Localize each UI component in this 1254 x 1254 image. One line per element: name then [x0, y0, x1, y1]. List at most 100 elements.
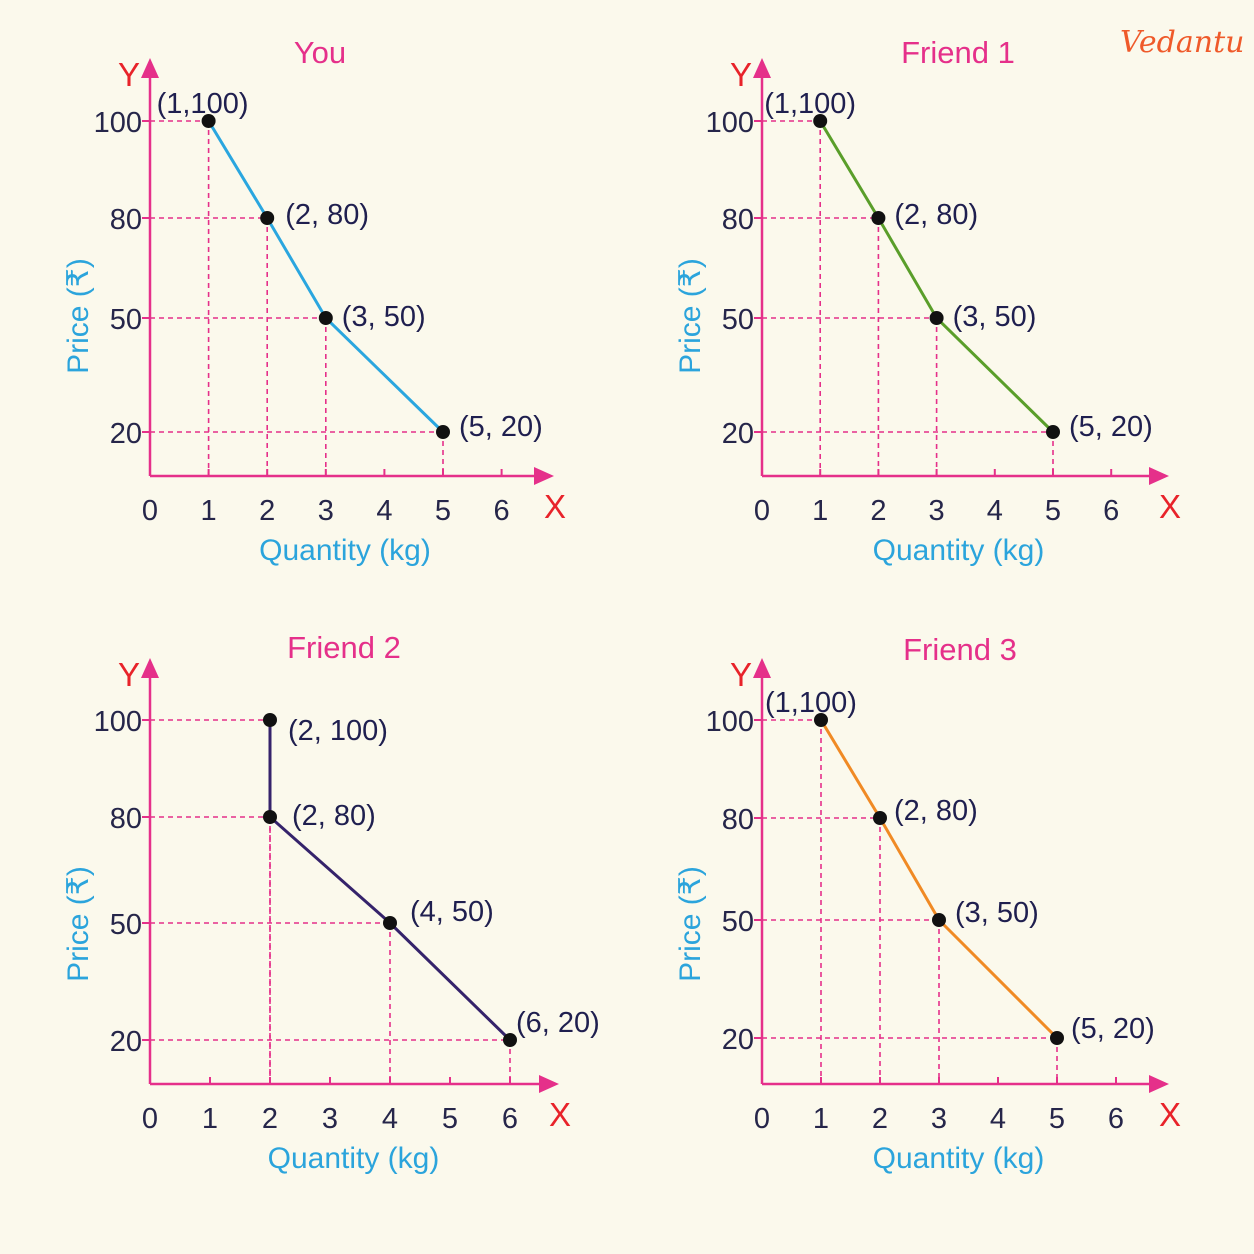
chart-panel: Friend 1 Y X 0 1 2 3 4 5 6 20 50 80 100 Quantity (kg) P…: [674, 35, 1181, 567]
y-axis-letter: Y: [118, 56, 140, 93]
x-tick-label: 2: [870, 495, 886, 527]
x-axis-letter: X: [1159, 488, 1181, 525]
data-label: (2, 100): [288, 715, 388, 747]
x-tick-label: 0: [754, 1103, 770, 1135]
data-label: (2, 80): [292, 800, 376, 832]
x-axis-letter: X: [549, 1096, 571, 1133]
y-tick-label: 20: [722, 418, 754, 450]
x-tick-label: 3: [318, 495, 334, 527]
x-tick-label: 6: [1103, 495, 1119, 527]
x-tick-label: 2: [872, 1103, 888, 1135]
x-axis-arrow: [534, 467, 554, 485]
x-tick-label: 2: [262, 1103, 278, 1135]
x-axis-letter: X: [1159, 1096, 1181, 1133]
y-axis-arrow: [753, 658, 771, 678]
data-point: [929, 311, 944, 325]
data-label: (5, 20): [1071, 1013, 1155, 1045]
data-point: [263, 713, 277, 727]
y-tick-label: 80: [722, 204, 754, 236]
y-axis-arrow: [141, 58, 159, 78]
data-point: [1046, 425, 1060, 439]
data-point: [383, 916, 397, 930]
x-tick-label: 4: [376, 495, 392, 527]
y-axis-label: Price (₹): [674, 866, 707, 982]
y-axis-arrow: [141, 658, 159, 678]
data-point: [436, 425, 450, 439]
vedantu-logo: Vedantu: [1120, 25, 1244, 60]
y-tick-label: 100: [706, 706, 754, 738]
data-point: [814, 713, 828, 727]
y-tick-label: 50: [110, 304, 142, 336]
chart-title: Friend 3: [903, 632, 1017, 667]
data-label: (2, 80): [894, 795, 978, 827]
x-tick-label: 4: [382, 1103, 398, 1135]
x-tick-label: 5: [435, 495, 451, 527]
data-point: [871, 211, 886, 225]
x-tick-label: 6: [502, 1103, 518, 1135]
y-tick-label: 80: [722, 804, 754, 836]
y-axis-letter: Y: [118, 656, 140, 693]
data-label: (3, 50): [955, 897, 1039, 929]
chart-panel: Friend 3 Y X 0 1 2 3 4 5 6 20 50 80 100 Quantity (kg) P…: [674, 632, 1181, 1175]
data-point: [813, 114, 828, 128]
x-axis-label: Quantity (kg): [259, 534, 431, 567]
x-axis-label: Quantity (kg): [268, 1142, 440, 1175]
y-tick-label: 50: [722, 304, 754, 336]
chart-panel: Friend 2 Y X 0 1 2 3 4 5 6 20 50 80 100 Quantity (kg) P…: [62, 630, 600, 1175]
x-tick-label: 5: [1049, 1103, 1065, 1135]
data-point: [1050, 1031, 1064, 1045]
y-tick-label: 80: [110, 204, 142, 236]
x-tick-label: 3: [322, 1103, 338, 1135]
data-label: (5, 20): [1069, 411, 1153, 443]
y-tick-label: 20: [110, 1026, 142, 1058]
data-label: (6, 20): [516, 1007, 600, 1039]
series-line: [819, 719, 1059, 1040]
data-point: [932, 913, 946, 927]
data-label: (1,100): [157, 88, 249, 120]
y-tick-label: 100: [94, 107, 142, 139]
data-label: (2, 80): [894, 199, 978, 231]
y-tick-label: 80: [110, 803, 142, 835]
chart-title: Friend 2: [287, 630, 401, 665]
x-axis-label: Quantity (kg): [873, 534, 1045, 567]
data-label: (1,100): [765, 687, 857, 719]
data-point: [318, 311, 333, 325]
data-label: (4, 50): [410, 896, 494, 928]
data-point: [873, 811, 887, 825]
y-axis-label: Price (₹): [674, 258, 707, 374]
data-point: [260, 211, 275, 225]
y-tick-label: 100: [706, 107, 754, 139]
x-tick-label: 5: [1045, 495, 1061, 527]
x-tick-label: 1: [202, 1103, 218, 1135]
series-line: [207, 120, 445, 434]
x-tick-label: 5: [442, 1103, 458, 1135]
chart-title: Friend 1: [901, 35, 1015, 70]
x-tick-label: 1: [812, 495, 828, 527]
data-label: (1,100): [764, 88, 856, 120]
x-axis-arrow: [1149, 1075, 1169, 1093]
data-point: [263, 810, 277, 824]
y-axis-label: Price (₹): [62, 258, 95, 374]
y-axis-letter: Y: [730, 656, 752, 693]
data-label: (3, 50): [953, 301, 1037, 333]
y-tick-label: 50: [722, 906, 754, 938]
data-point: [503, 1033, 517, 1047]
x-tick-label: 0: [754, 495, 770, 527]
y-axis-letter: Y: [730, 56, 752, 93]
x-tick-label: 1: [813, 1103, 829, 1135]
data-label: (3, 50): [342, 301, 426, 333]
x-axis-label: Quantity (kg): [873, 1142, 1045, 1175]
x-tick-label: 3: [929, 495, 945, 527]
x-axis-arrow: [1149, 467, 1169, 485]
chart-panel: You Y X 0 1 2 3 4 5 6 20 50 80 100 Quantity (kg) Price …: [62, 35, 566, 567]
x-tick-label: 0: [142, 495, 158, 527]
x-tick-label: 4: [990, 1103, 1006, 1135]
y-tick-label: 20: [722, 1024, 754, 1056]
x-tick-label: 6: [1108, 1103, 1124, 1135]
y-axis-label: Price (₹): [62, 866, 95, 982]
x-tick-label: 1: [201, 495, 217, 527]
data-label: (2, 80): [285, 199, 369, 231]
data-label: (5, 20): [459, 411, 543, 443]
y-tick-label: 100: [94, 706, 142, 738]
